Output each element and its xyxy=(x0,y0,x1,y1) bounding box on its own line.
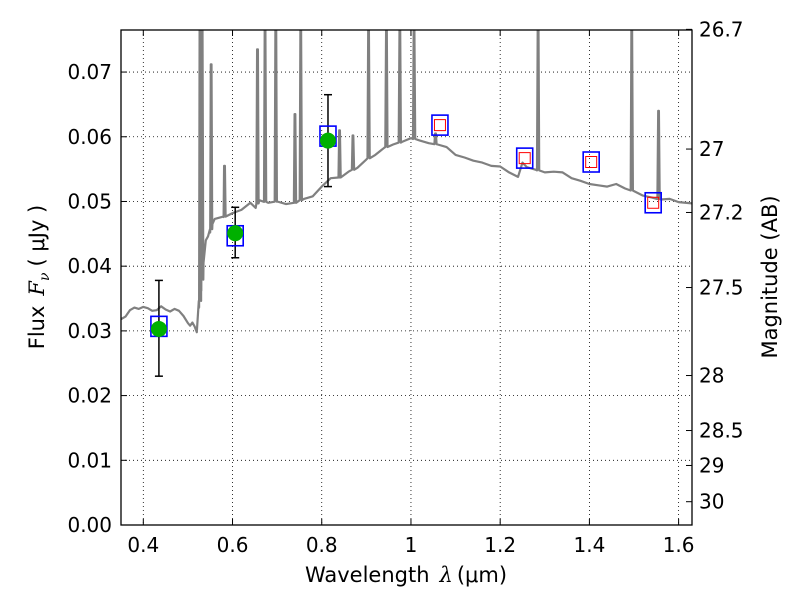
x-tick-label: 1.2 xyxy=(484,533,516,557)
y-axis-label-unit: ( μJy ) xyxy=(25,205,49,267)
y-tick-label: 0.05 xyxy=(67,189,112,213)
model-spectrum xyxy=(121,30,692,334)
axis-ticks: 0.4 0.6 0.8 1 1.2 1.4 1.6 0.00 0.01 0.02 0.03 0.04 0… xyxy=(67,17,743,557)
x-axis-label-unit: (μm) xyxy=(457,563,507,587)
y-tick-label: 0.00 xyxy=(67,513,112,537)
y-axis-label-symbol: F xyxy=(25,280,49,297)
y2-tick-label: 26.7 xyxy=(699,17,744,41)
photometry-markers xyxy=(150,114,662,338)
spectrum-line xyxy=(121,30,692,334)
model-phot-marker xyxy=(582,151,600,173)
x-tick-label: 1 xyxy=(405,533,418,557)
y2-tick-label: 27 xyxy=(699,137,724,161)
model-phot-marker xyxy=(644,191,662,214)
x-tick-label: 1.6 xyxy=(663,533,695,557)
observed-point xyxy=(227,225,244,242)
predicted-marker xyxy=(518,152,531,165)
y-tick-label: 0.02 xyxy=(67,384,112,408)
x-axis-label-text: Wavelength xyxy=(305,563,430,587)
y-axis-label-subscript: ν xyxy=(37,272,53,281)
y-tick-label: 0.01 xyxy=(67,448,112,472)
y-tick-label: 0.03 xyxy=(67,319,112,343)
y2-tick-label: 29 xyxy=(699,453,724,477)
predicted-marker xyxy=(647,196,660,209)
x-axis-label: Wavelength λ (μm) xyxy=(305,563,507,587)
y-tick-label: 0.06 xyxy=(67,125,112,149)
y2-tick-label: 27.5 xyxy=(699,276,744,300)
observed-point xyxy=(150,320,167,337)
grid-lines xyxy=(121,30,692,525)
y2-tick-label: 30 xyxy=(699,490,724,514)
x-tick-label: 0.6 xyxy=(217,533,249,557)
x-tick-label: 1.4 xyxy=(573,533,605,557)
y2-tick-label: 28.5 xyxy=(699,419,744,443)
x-axis-label-symbol: λ xyxy=(439,563,453,587)
y2-tick-label: 27.2 xyxy=(699,200,744,224)
x-tick-label: 0.4 xyxy=(127,533,159,557)
y-tick-label: 0.04 xyxy=(67,254,112,278)
predicted-marker xyxy=(433,119,446,132)
x-tick-label: 0.8 xyxy=(306,533,338,557)
predicted-marker xyxy=(585,156,598,168)
y2-axis-label: Magnitude (AB) xyxy=(758,195,782,358)
model-phot-marker xyxy=(515,147,534,169)
model-phot-marker xyxy=(431,114,449,136)
y-axis-label-text: Flux xyxy=(25,306,49,350)
y-tick-label: 0.07 xyxy=(67,60,112,84)
observed-point xyxy=(319,132,336,149)
y2-tick-label: 28 xyxy=(699,364,724,388)
y-axis-label: Flux Fν ( μJy ) xyxy=(25,205,53,349)
plot-frame xyxy=(120,29,693,526)
